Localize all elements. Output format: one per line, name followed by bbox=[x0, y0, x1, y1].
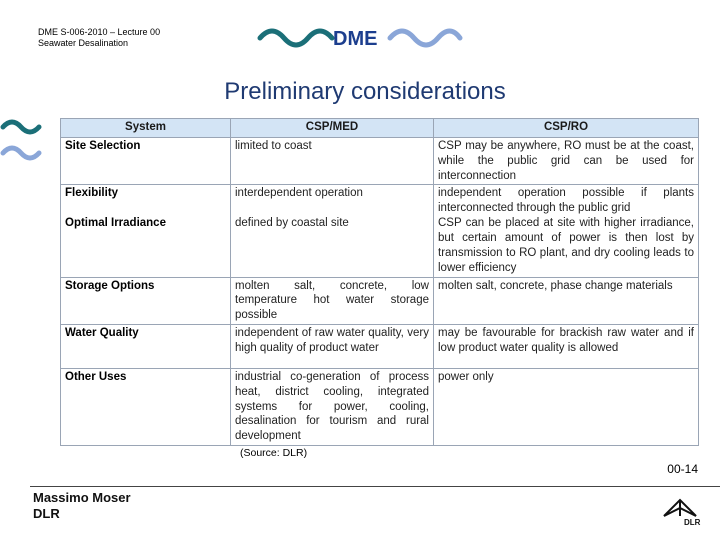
logo-text: DLR bbox=[684, 518, 701, 527]
table-cell: Storage Options bbox=[60, 276, 231, 325]
table-cell: independent of raw water quality, very h… bbox=[230, 323, 434, 369]
table-row: Site Selection limited to coast CSP may be… bbox=[60, 136, 699, 186]
course-header: DME S-006-2010 – Lecture 00 Seawater Des… bbox=[38, 27, 160, 49]
table-cell: industrial co-generation of process heat… bbox=[230, 367, 434, 446]
cell-paragraph: independent operation possible if plants… bbox=[438, 187, 694, 215]
course-code: DME S-006-2010 – Lecture 00 bbox=[38, 27, 161, 37]
table-cell: molten salt, concrete, low temperature h… bbox=[230, 276, 434, 325]
column-header: System bbox=[60, 118, 231, 138]
column-header: CSP/MED bbox=[230, 118, 434, 138]
table-cell: Flexibility Optimal Irradiance bbox=[60, 184, 231, 278]
page-number: 00-14 bbox=[667, 462, 698, 476]
cell-paragraph: defined by coastal site bbox=[235, 217, 349, 230]
table-cell: independent operation possible if plants… bbox=[433, 184, 699, 278]
table-cell: limited to coast bbox=[230, 136, 434, 186]
cell-paragraph: Flexibility bbox=[65, 187, 119, 200]
table-cell: Other Uses bbox=[60, 367, 231, 446]
dme-logo: DME bbox=[257, 28, 463, 50]
column-header: CSP/RO bbox=[433, 118, 699, 138]
table-cell: molten salt, concrete, phase change mate… bbox=[433, 276, 699, 325]
cell-paragraph: Optimal Irradiance bbox=[65, 217, 166, 230]
table-row: Water Quality independent of raw water qu… bbox=[60, 323, 699, 369]
slide-title: Preliminary considerations bbox=[224, 78, 506, 105]
source-note: (Source: DLR) bbox=[240, 447, 308, 459]
table-cell: interdependent operation defined by coast… bbox=[230, 184, 434, 278]
cell-paragraph: CSP can be placed at site with higher ir… bbox=[438, 217, 694, 274]
table-row: Storage Options molten salt, concrete, lo… bbox=[60, 276, 699, 325]
course-subtitle: Seawater Desalination bbox=[38, 38, 129, 48]
logo-text: DME bbox=[333, 28, 377, 50]
table-row: Flexibility Optimal Irradiance interdepend… bbox=[60, 184, 699, 278]
footer-rule bbox=[30, 486, 720, 487]
author-org: DLR bbox=[33, 506, 60, 521]
comparison-table: System CSP/MED CSP/RO Site Selection limite… bbox=[60, 118, 699, 446]
table-cell: power only bbox=[433, 367, 699, 446]
table-cell: Site Selection bbox=[60, 136, 231, 186]
cell-paragraph: interdependent operation bbox=[235, 187, 363, 200]
author-name: Massimo Moser bbox=[33, 490, 131, 505]
table-row: Other Uses industrial co-generation of pr… bbox=[60, 367, 699, 446]
footer-author: Massimo Moser DLR bbox=[33, 490, 131, 522]
table-cell: CSP may be anywhere, RO must be at the c… bbox=[433, 136, 699, 186]
dlr-logo: DLR bbox=[663, 498, 701, 527]
header-row: System CSP/MED CSP/RO bbox=[60, 118, 699, 138]
wave-decoration bbox=[0, 119, 42, 161]
table-cell: may be favourable for brackish raw water… bbox=[433, 323, 699, 369]
table-cell: Water Quality bbox=[60, 323, 231, 369]
